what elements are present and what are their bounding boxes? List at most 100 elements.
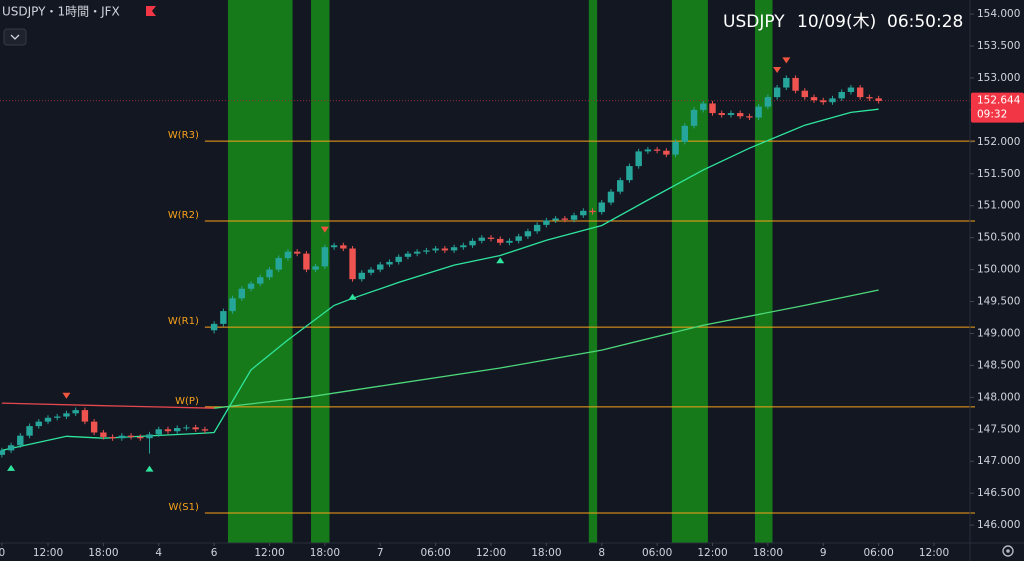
candle-body	[792, 77, 799, 91]
settings-button[interactable]	[1002, 545, 1014, 557]
session-zone	[588, 0, 598, 543]
sell-signal	[320, 226, 329, 233]
x-tick-label: 0	[0, 547, 5, 559]
y-tick-label: 147.000	[977, 455, 1020, 467]
candle-body	[506, 240, 513, 243]
candle-body	[247, 283, 255, 289]
x-tick-label: 06:00	[420, 547, 450, 559]
candle-body	[497, 238, 504, 243]
candle-body	[54, 416, 61, 418]
x-tick-label: 18:00	[531, 547, 561, 559]
x-tick-label: 12:00	[697, 547, 727, 559]
y-tick-label: 148.500	[977, 359, 1020, 371]
candle-body	[533, 224, 541, 232]
time: 06:50:28	[887, 12, 963, 32]
y-tick-label: 150.000	[977, 264, 1020, 276]
x-tick-label: 12:00	[476, 547, 506, 559]
y-tick-label: 153.500	[977, 40, 1020, 52]
candle-body	[709, 103, 716, 114]
last-price-badge	[971, 92, 1024, 123]
candle-body	[736, 113, 744, 117]
session-zone	[227, 0, 293, 543]
candle-body	[284, 251, 292, 259]
candle-body	[358, 272, 365, 280]
candle-body	[146, 434, 153, 439]
candle-body	[866, 97, 873, 99]
candle-body	[192, 427, 199, 430]
candle-body	[718, 113, 725, 115]
candle-body	[838, 91, 845, 99]
candle-body	[201, 429, 209, 431]
pivot-label: W(S1)	[168, 502, 198, 513]
y-tick-label: 151.000	[977, 200, 1020, 212]
sell-signal	[62, 392, 71, 399]
candle-body	[746, 116, 753, 118]
y-tick-label: 154.000	[977, 8, 1020, 20]
y-tick-label: 147.500	[977, 423, 1020, 435]
buy-signal	[7, 464, 16, 471]
candle-body	[672, 141, 679, 155]
candle-body	[570, 215, 578, 220]
candle-body	[423, 250, 430, 252]
candle-body	[783, 77, 790, 88]
y-tick-label: 149.500	[977, 296, 1020, 308]
collapse-button[interactable]	[3, 28, 27, 46]
candle-body	[727, 113, 735, 115]
last-price-label: 152.644	[977, 95, 1021, 107]
candle-body	[312, 266, 319, 270]
candle-body	[598, 202, 605, 213]
y-tick-label: 151.500	[977, 168, 1020, 180]
candle-body	[690, 109, 698, 126]
candle-body	[773, 87, 781, 98]
candle-body	[229, 298, 236, 312]
candle-body	[100, 432, 107, 437]
symbol: USDJPY	[723, 12, 785, 32]
y-tick-label: 146.500	[977, 487, 1020, 499]
candle-body	[395, 256, 402, 262]
candle-body	[377, 264, 384, 270]
candle-body	[303, 253, 310, 270]
y-tick-label: 150.500	[977, 232, 1020, 244]
candle-body	[607, 191, 615, 203]
candle-body	[524, 231, 532, 237]
candle-body	[293, 251, 301, 254]
x-tick-label: 06:00	[642, 547, 672, 559]
y-tick-label: 149.000	[977, 327, 1020, 339]
candle-body	[0, 450, 6, 455]
candle-body	[820, 100, 827, 103]
x-tick-label: 18:00	[88, 547, 118, 559]
pivot-label: W(R1)	[168, 316, 199, 327]
x-tick-label: 7	[377, 547, 384, 559]
candle-body	[257, 277, 264, 284]
session-zone	[311, 0, 330, 543]
candle-body	[210, 323, 218, 331]
x-tick-label: 8	[598, 547, 605, 559]
candle-body	[441, 248, 449, 251]
candle-body	[829, 98, 836, 103]
candle-body	[386, 261, 393, 265]
candle-body	[26, 426, 33, 436]
candle-body	[349, 248, 356, 280]
candle-body	[810, 97, 818, 101]
candle-body	[63, 413, 70, 417]
candle-body	[238, 288, 246, 299]
candle-body	[404, 253, 412, 257]
candle-body	[81, 410, 89, 422]
candle-body	[44, 417, 52, 422]
flag-icon	[146, 6, 156, 16]
candle-body	[35, 421, 42, 427]
candle-body	[275, 258, 282, 270]
x-tick-label: 4	[155, 547, 162, 559]
candle-body	[478, 237, 485, 241]
x-tick-label: 9	[820, 547, 827, 559]
candle-body	[626, 166, 633, 181]
candle-body	[543, 220, 550, 225]
moving-average	[1, 402, 215, 409]
candle-body	[580, 210, 587, 216]
candle-body	[183, 427, 190, 429]
candle-body	[7, 445, 15, 451]
candle-body	[681, 125, 689, 142]
